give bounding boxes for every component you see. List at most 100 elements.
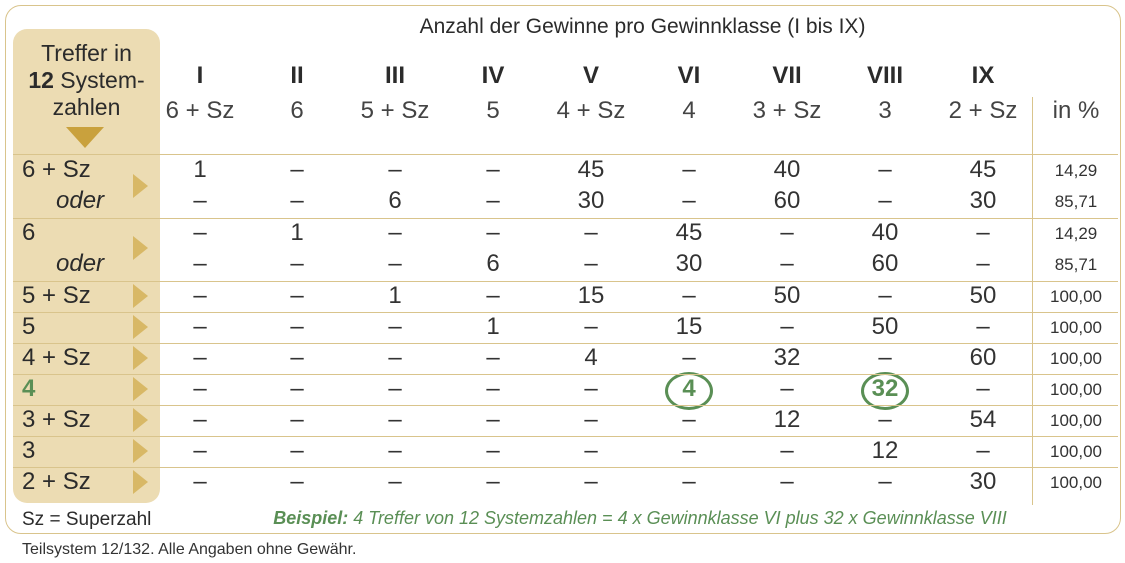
triangle-down-icon	[66, 127, 104, 148]
class-combination: 3 + Sz	[752, 97, 822, 124]
win-count-cell: –	[976, 437, 990, 464]
win-count-cell: –	[193, 468, 207, 495]
win-count-cell: –	[486, 406, 500, 433]
win-count-cell: –	[388, 344, 402, 371]
class-combination: 5	[486, 97, 500, 124]
triangle-right-icon	[133, 236, 148, 260]
win-count-cell: –	[388, 219, 402, 246]
win-count-cell: –	[388, 468, 402, 495]
win-count-cell: –	[486, 156, 500, 183]
footer-note: Teilsystem 12/132. Alle Angaben ohne Gew…	[22, 541, 357, 558]
row-hits-label: oder	[56, 187, 105, 214]
win-count-cell: –	[780, 219, 794, 246]
row-divider	[13, 218, 1118, 219]
class-combination: 4 + Sz	[556, 97, 626, 124]
class-roman: V	[582, 62, 599, 89]
win-count-cell: 30	[577, 187, 605, 214]
win-count-cell: 50	[969, 282, 997, 309]
win-count-cell: –	[780, 250, 794, 277]
win-count-cell: 40	[871, 219, 899, 246]
win-count-cell: 15	[675, 313, 703, 340]
win-count-cell: 60	[969, 344, 997, 371]
win-count-cell: –	[193, 250, 207, 277]
class-combination: 2 + Sz	[948, 97, 1018, 124]
win-count-cell: 6	[486, 250, 500, 277]
win-count-cell: –	[193, 406, 207, 433]
win-count-cell: –	[388, 250, 402, 277]
win-count-cell: 15	[577, 282, 605, 309]
triangle-right-icon	[133, 284, 148, 308]
hits-header-line2: 12 System-	[13, 67, 160, 94]
win-count-cell: 1	[388, 282, 402, 309]
table-frame	[5, 5, 1121, 534]
win-count-cell: 12	[773, 406, 801, 433]
win-count-cell: –	[584, 313, 598, 340]
win-count-cell: –	[584, 219, 598, 246]
hits-header-line3: zahlen	[52, 94, 121, 120]
win-count-cell: 45	[969, 156, 997, 183]
win-count-cell: 54	[969, 406, 997, 433]
row-hits-label: 6 + Sz	[22, 156, 91, 183]
row-hits-label: 4 + Sz	[22, 344, 91, 371]
percent-cell: 100,00	[1050, 442, 1102, 461]
percent-cell: 100,00	[1050, 287, 1102, 306]
win-count-cell: 6	[388, 187, 402, 214]
win-count-cell: –	[486, 344, 500, 371]
win-count-cell: –	[584, 437, 598, 464]
win-count-cell: –	[290, 187, 304, 214]
win-count-cell: 30	[969, 468, 997, 495]
win-count-cell: –	[486, 219, 500, 246]
win-count-cell: –	[388, 437, 402, 464]
highlight-circle	[861, 371, 909, 410]
class-combination: 5 + Sz	[360, 97, 430, 124]
row-hits-label: 3 + Sz	[22, 406, 91, 433]
row-divider	[13, 154, 1118, 155]
win-count-cell: 40	[773, 156, 801, 183]
row-divider	[13, 405, 1118, 406]
win-count-cell: –	[878, 187, 892, 214]
row-hits-label: 5 + Sz	[22, 282, 91, 309]
win-count-cell: –	[976, 375, 990, 402]
win-count-cell: 1	[486, 313, 500, 340]
win-count-cell: –	[682, 187, 696, 214]
example-note: Beispiel: 4 Treffer von 12 Systemzahlen …	[160, 508, 1120, 529]
class-roman: VI	[677, 62, 701, 89]
win-count-cell: –	[193, 437, 207, 464]
percent-header: in %	[1052, 97, 1100, 124]
example-text: 4 Treffer von 12 Systemzahlen = 4 x Gewi…	[348, 508, 1007, 528]
win-count-cell: –	[290, 375, 304, 402]
win-count-cell: 60	[773, 187, 801, 214]
percent-cell: 100,00	[1050, 473, 1102, 492]
row-hits-label: 3	[22, 437, 36, 464]
win-count-cell: –	[388, 313, 402, 340]
win-count-cell: 4	[584, 344, 598, 371]
win-count-cell: –	[486, 375, 500, 402]
row-divider	[13, 312, 1118, 313]
class-roman: II	[290, 62, 304, 89]
win-count-cell: –	[878, 468, 892, 495]
triangle-right-icon	[133, 315, 148, 339]
row-divider	[13, 467, 1118, 468]
table-title: Anzahl der Gewinne pro Gewinnklasse (I b…	[419, 15, 866, 38]
win-count-cell: 50	[773, 282, 801, 309]
class-combination: 3	[878, 97, 892, 124]
win-count-cell: –	[193, 282, 207, 309]
win-count-cell: –	[388, 406, 402, 433]
class-roman: VIII	[866, 62, 903, 89]
win-count-cell: –	[193, 344, 207, 371]
win-count-cell: 50	[871, 313, 899, 340]
win-count-cell: –	[290, 282, 304, 309]
row-divider	[13, 374, 1118, 375]
class-combination: 6	[290, 97, 304, 124]
win-count-cell: –	[682, 156, 696, 183]
win-count-cell: –	[486, 437, 500, 464]
win-count-cell: –	[584, 250, 598, 277]
hits-header-line1: Treffer in	[41, 40, 132, 66]
hits-column-header: Treffer in 12 System- zahlen	[13, 40, 160, 121]
triangle-right-icon	[133, 174, 148, 198]
win-count-cell: –	[290, 344, 304, 371]
class-combination: 6 + Sz	[165, 97, 235, 124]
win-count-cell: 45	[577, 156, 605, 183]
win-count-cell: –	[878, 282, 892, 309]
percent-divider	[1032, 97, 1033, 505]
